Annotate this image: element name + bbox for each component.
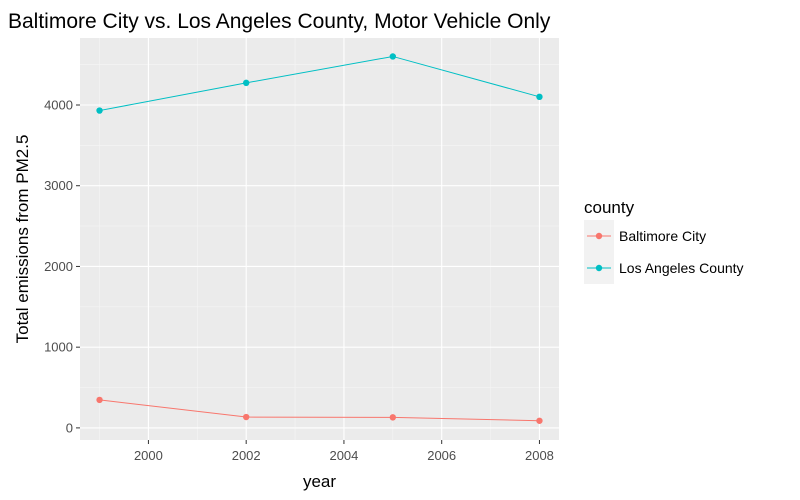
x-tick-label: 2004 — [329, 448, 358, 463]
legend-items: Baltimore City Los Angeles County — [584, 220, 744, 284]
y-tick-label: 2000 — [44, 259, 73, 274]
series-line-los-angeles-county — [99, 55, 540, 112]
x-tick-label: 2006 — [427, 448, 456, 463]
plot-panel — [80, 38, 559, 440]
y-tick-label: 4000 — [44, 98, 73, 113]
y-tick-label: 0 — [66, 420, 73, 435]
data-point-baltimore-city — [389, 414, 397, 421]
x-tick-labels: 2000 2002 2004 2006 2008 — [134, 448, 554, 463]
y-tick-label: 1000 — [44, 340, 73, 355]
data-point-los-angeles-county — [536, 93, 543, 101]
series-line-baltimore-city — [99, 399, 540, 422]
data-point-los-angeles-county — [389, 53, 397, 60]
legend-label-baltimore-city: Baltimore City — [619, 228, 706, 244]
x-tick-label: 2002 — [232, 448, 261, 463]
data-point-baltimore-city — [96, 396, 103, 404]
y-tick-labels: 0 1000 2000 3000 4000 — [44, 98, 73, 436]
legend-label-los-angeles-county: Los Angeles County — [619, 260, 744, 276]
series-points — [96, 53, 543, 424]
y-axis-title: Total emissions from PM2.5 — [13, 135, 32, 344]
data-point-los-angeles-county — [242, 79, 250, 87]
y-tick-label: 3000 — [44, 178, 73, 193]
grid-major — [80, 38, 559, 440]
data-point-baltimore-city — [242, 413, 250, 421]
legend-title: county — [584, 198, 635, 217]
axis-ticks — [76, 104, 540, 444]
x-tick-label: 2008 — [525, 448, 554, 463]
data-point-los-angeles-county — [96, 107, 103, 114]
legend: county Baltimore City Los Angeles County — [584, 198, 744, 284]
x-axis-title: year — [303, 472, 336, 491]
legend-key-point-los-angeles-county — [595, 264, 603, 272]
x-tick-label: 2000 — [134, 448, 163, 463]
chart-title: Baltimore City vs. Los Angeles County, M… — [8, 10, 551, 33]
series-lines — [99, 55, 540, 422]
legend-key-point-baltimore-city — [595, 232, 603, 240]
data-point-baltimore-city — [536, 417, 543, 424]
